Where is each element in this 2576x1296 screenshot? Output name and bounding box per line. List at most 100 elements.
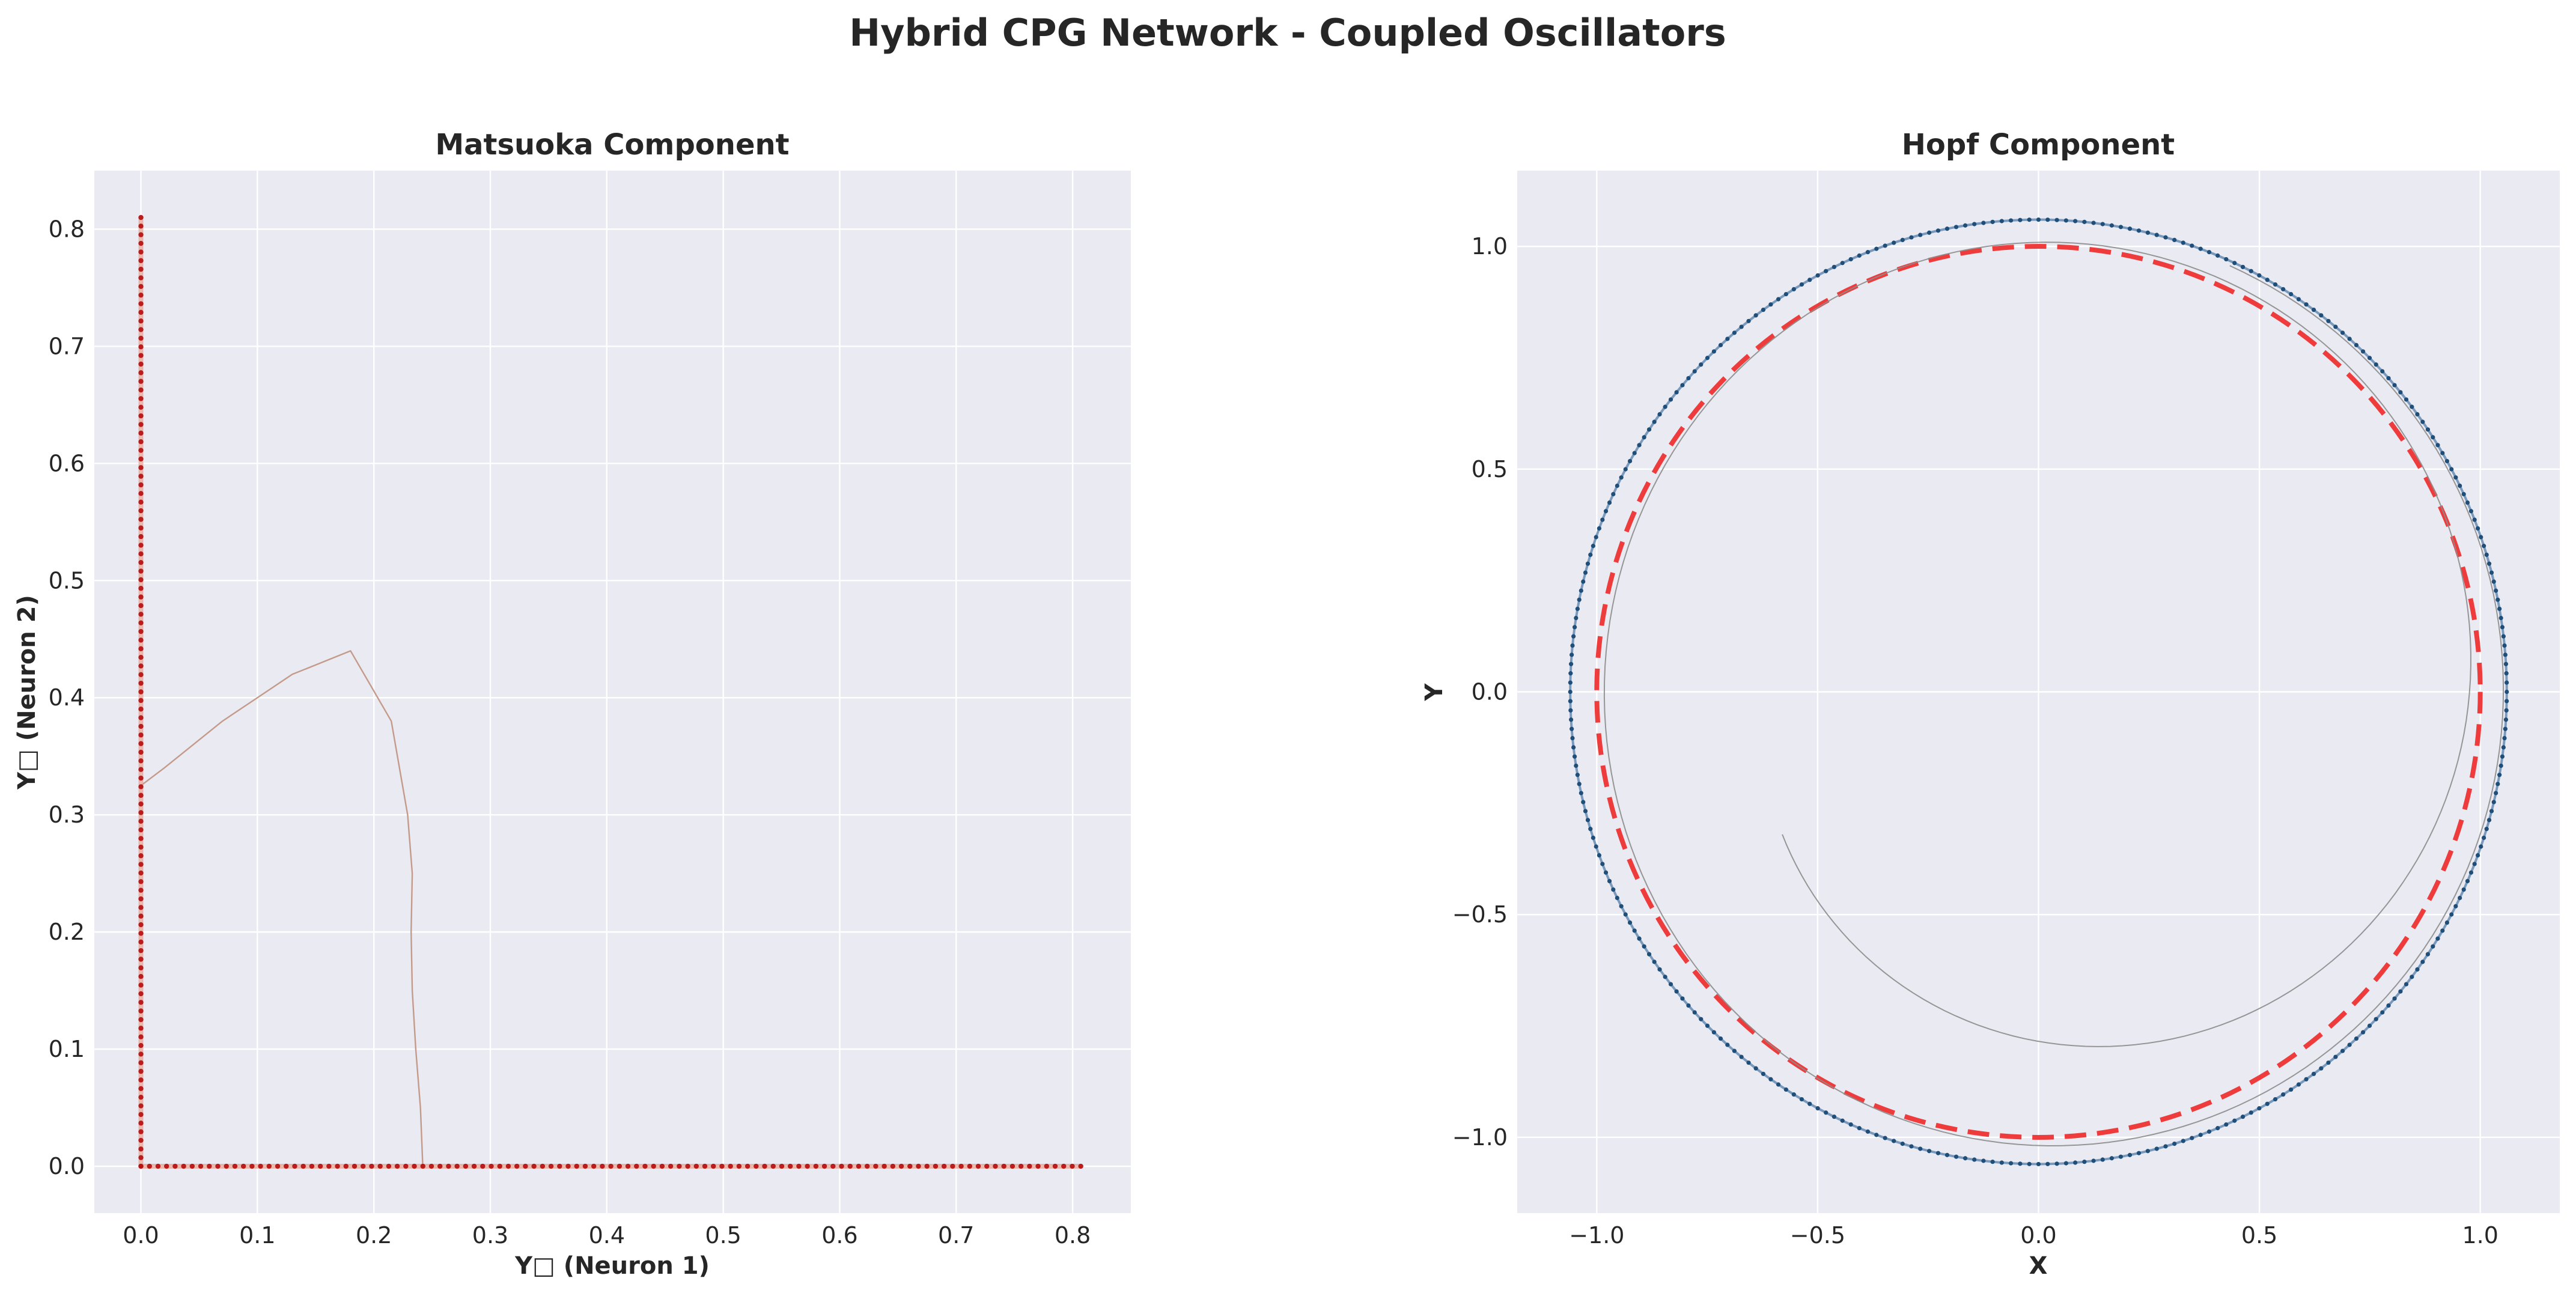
matsuoka-cycle-point [207,1163,212,1169]
matsuoka-cycle-point [138,1068,144,1074]
hopf-cycle-point [1619,904,1624,908]
matsuoka-cycle-point [309,1163,315,1169]
matsuoka-cycle-point [796,1163,802,1169]
hopf-cycle-point [1657,967,1662,972]
matsuoka-x-tick-label: 0.5 [705,1222,741,1249]
matsuoka-cycle-point [138,732,144,738]
hopf-cycle-point [2036,217,2041,222]
hopf-cycle-point [1579,791,1583,796]
hopf-cycle-point [1686,376,1691,381]
hopf-cycle-point [2009,218,2014,223]
hopf-cycle-point [2491,800,2496,805]
matsuoka-cycle-point [138,240,144,246]
hopf-cycle-point [1668,397,1673,402]
matsuoka-cycle-point [198,1163,204,1169]
matsuoka-y-tick-label: 0.8 [49,216,85,242]
matsuoka-cycle-point [967,1163,973,1169]
matsuoka-tick-labels: 0.0 0.1 0.2 0.3 0.4 0.5 0.6 0.7 0.8 0.0 0.1 0.2 0.3 0… [49,216,1091,1249]
matsuoka-cycle-point [138,758,144,764]
hopf-cycle-point [2410,404,2414,409]
matsuoka-cycle-point [420,1163,425,1169]
matsuoka-cycle-point [847,1163,853,1169]
matsuoka-cycle-point [770,1163,776,1169]
matsuoka-cycle-point [138,448,144,453]
matsuoka-x-tick-label: 0.0 [123,1222,159,1249]
matsuoka-cycle-point [523,1163,528,1169]
hopf-cycle-point [1962,223,1968,228]
matsuoka-cycle-point [574,1163,579,1169]
hopf-cycle-point [1944,1152,1950,1157]
hopf-cycle-point [1824,1110,1828,1115]
hopf-cycle-point [1807,278,1812,282]
hopf-cycle-point [2367,1023,2372,1028]
matsuoka-cycle-point [634,1163,639,1169]
hopf-cycle-point [1652,419,1657,424]
hopf-cycle-point [1865,250,1871,255]
matsuoka-cycle-point [138,723,144,729]
matsuoka-cycle-point [138,387,144,393]
matsuoka-cycle-point [138,870,144,876]
hopf-cycle-point [1575,606,1580,611]
matsuoka-cycle-point [531,1163,537,1169]
hopf-cycle-point [1718,342,1723,347]
hopf-cycle-point [2361,1030,2366,1035]
hopf-cycle-point [2489,570,2494,575]
hopf-cycle-point [1953,1154,1959,1159]
hopf-cycle-point [1732,1048,1737,1053]
matsuoka-cycle-point [138,1000,144,1005]
matsuoka-cycle-point [138,957,144,962]
matsuoka-cycle-point [668,1163,674,1169]
matsuoka-cycle-point [856,1163,862,1169]
matsuoka-cycle-point [138,680,144,686]
matsuoka-cycle-point [138,1034,144,1039]
hopf-cycle-point [1909,1144,1914,1149]
hopf-cycle-point [1815,273,1820,278]
hopf-cycle-point [2386,1003,2391,1008]
matsuoka-cycle-point [138,275,144,281]
matsuoka-cycle-point [779,1163,785,1169]
matsuoka-cycle-point [548,1163,554,1169]
hopf-cycle-point [1663,404,1667,409]
matsuoka-cycle-point [1052,1163,1058,1169]
hopf-cycle-point [2136,1151,2142,1155]
matsuoka-cycle-point [138,1026,144,1031]
matsuoka-x-tick-label: 0.6 [821,1222,857,1249]
matsuoka-cycle-point [428,1163,434,1169]
hopf-cycle-point [1900,1141,1905,1146]
hopf-cycle-point [2504,680,2509,685]
hopf-cycle-point [1832,264,1837,269]
matsuoka-cycle-point [1070,1163,1075,1169]
hopf-cycle-point [1627,920,1633,925]
matsuoka-cycle-point [924,1163,930,1169]
matsuoka-cycle-point [138,327,144,332]
hopf-cycle-point [2472,517,2477,522]
matsuoka-cycle-point [138,404,144,410]
hopf-cycle-point [1663,975,1667,979]
matsuoka-cycle-point [950,1163,955,1169]
matsuoka-cycle-point [138,965,144,971]
matsuoka-cycle-point [693,1163,699,1169]
hopf-cycle-point [2435,936,2440,941]
hopf-cycle-point [1619,475,1624,480]
matsuoka-cycle-point [138,482,144,488]
hopf-cycle-point [1571,634,1576,639]
matsuoka-cycle-point [138,422,144,427]
hopf-cycle-point [2444,458,2450,464]
hopf-cycle-point [2404,982,2409,987]
hopf-cycle-point [1611,887,1616,892]
matsuoka-cycle-point [138,853,144,859]
hopf-cycle-point [1588,552,1593,557]
matsuoka-cycle-point [907,1163,913,1169]
matsuoka-cycle-point [138,586,144,591]
hopf-cycle-point [1739,324,1744,329]
matsuoka-cycle-point [138,767,144,772]
hopf-cycle-point [1607,878,1612,884]
matsuoka-cycle-point [898,1163,904,1169]
hopf-cycle-point [2354,342,2359,347]
hopf-cycle-point [1935,228,1941,233]
matsuoka-cycle-point [830,1163,836,1169]
hopf-cycle-point [2163,1144,2168,1149]
matsuoka-cycle-point [138,430,144,436]
hopf-cycle-point [2374,1017,2378,1021]
hopf-cycle-point [1972,1157,1977,1162]
